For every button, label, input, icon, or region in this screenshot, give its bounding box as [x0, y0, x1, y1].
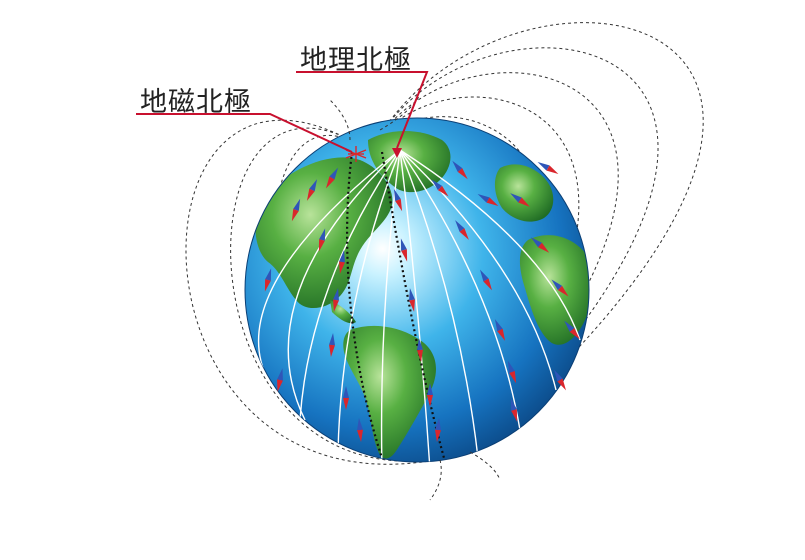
field-line-right: [369, 72, 619, 453]
field-line-near-pole: [329, 99, 351, 141]
field-line-left: [185, 119, 471, 465]
compass-needle: [277, 368, 283, 392]
compass-needle: [435, 418, 441, 442]
meridian-line: [287, 149, 401, 421]
compass-needle: [480, 269, 492, 291]
compass-needle: [393, 188, 403, 212]
meridian-line: [299, 149, 401, 421]
field-line-near-pole: [379, 94, 421, 131]
compass-needle: [452, 160, 468, 180]
compass-needle: [400, 238, 408, 262]
compass-needle: [326, 167, 338, 189]
meridian-line: [337, 149, 401, 453]
compass-needle: [333, 288, 339, 312]
compass-needle: [291, 198, 301, 222]
geographic-pole-marker: [392, 148, 402, 158]
compass-needle: [339, 250, 345, 274]
magnetic-field-lines-front: [329, 94, 501, 501]
europe-landmass: [494, 164, 554, 222]
geographic-pole-leader: [296, 71, 429, 149]
compass-needle: [564, 320, 580, 340]
compass-needle: [409, 288, 415, 312]
geographic-north-pole-label: 地理北極: [300, 45, 412, 76]
compass-needle: [455, 220, 469, 240]
compass-needle: [427, 383, 433, 407]
compass-needle: [431, 179, 449, 197]
meridian-line: [399, 149, 581, 341]
label-leader-lines: [136, 71, 429, 153]
compass-needle: [329, 333, 335, 357]
meridian-line: [399, 149, 521, 431]
compass-needle: [510, 398, 518, 422]
compass-needle: [343, 386, 349, 410]
field-line-right: [369, 22, 704, 453]
meridian-line: [399, 149, 431, 462]
field-line-near-pole: [469, 451, 501, 481]
compass-needle: [357, 418, 363, 442]
meridian-line: [399, 149, 479, 459]
compass-needle: [537, 162, 559, 174]
compass-needle: [507, 360, 517, 384]
magnetic-pole-leader: [136, 113, 353, 153]
compass-needle: [417, 338, 423, 362]
arrow-down-icon: [392, 148, 402, 158]
magnetic-axis-lines: [345, 151, 446, 459]
compass-needle: [318, 228, 326, 252]
compass-needles: [264, 160, 580, 442]
compass-needle: [510, 193, 530, 207]
compass-needle: [306, 179, 318, 201]
meridian-line: [399, 149, 557, 391]
greenland-landmass: [368, 131, 451, 193]
earth-globe: [244, 117, 590, 463]
meridian-lines: [257, 149, 581, 462]
field-line-near-pole: [429, 459, 442, 501]
compass-needle: [264, 268, 272, 292]
compass-needle: [477, 194, 499, 206]
compass-needle: [554, 369, 566, 391]
compass-needle: [494, 319, 506, 341]
south-america-landmass: [343, 325, 436, 459]
compass-needle: [551, 279, 569, 297]
africa-landmass: [519, 235, 589, 345]
field-line-left: [230, 127, 471, 462]
meridian-line: [257, 149, 401, 381]
compass-needle: [530, 237, 550, 253]
magnetic-north-pole-label: 地磁北極: [140, 87, 252, 118]
